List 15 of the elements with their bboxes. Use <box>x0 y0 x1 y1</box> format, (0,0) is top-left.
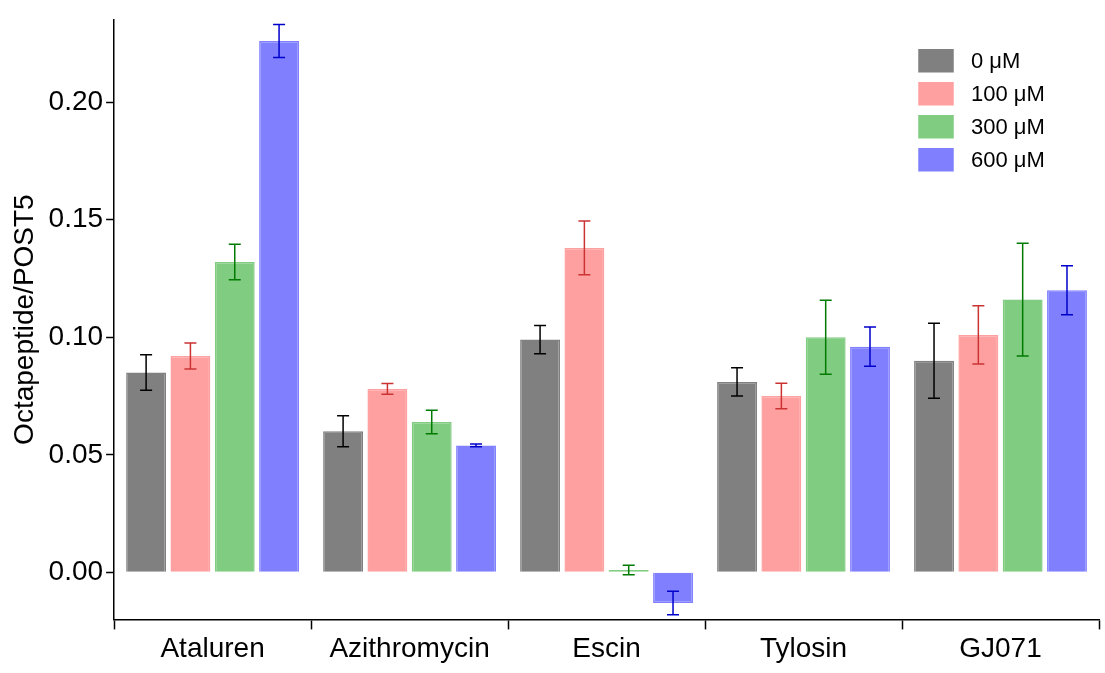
x-tick-label: Escin <box>572 631 641 663</box>
legend-label: 0 μM <box>971 47 1021 73</box>
x-tick-label: Tylosin <box>759 631 848 663</box>
x-tick-label: GJ071 <box>959 631 1042 663</box>
x-tick-label: Azithromycin <box>329 631 490 663</box>
y-tick-label: 0.05 <box>48 437 104 469</box>
legend-label: 300 μM <box>971 113 1045 139</box>
legend-label: 100 μM <box>971 80 1045 106</box>
y-tick-label: 0.15 <box>48 202 104 234</box>
y-tick-label: 0.10 <box>48 319 104 351</box>
legend-label: 600 μM <box>971 146 1045 172</box>
y-tick-label: 0.20 <box>48 84 104 116</box>
x-tick-label: Ataluren <box>160 631 265 663</box>
y-tick-label: 0.00 <box>48 555 104 587</box>
y-axis-title: Octapeptide/POST5 <box>7 194 39 445</box>
